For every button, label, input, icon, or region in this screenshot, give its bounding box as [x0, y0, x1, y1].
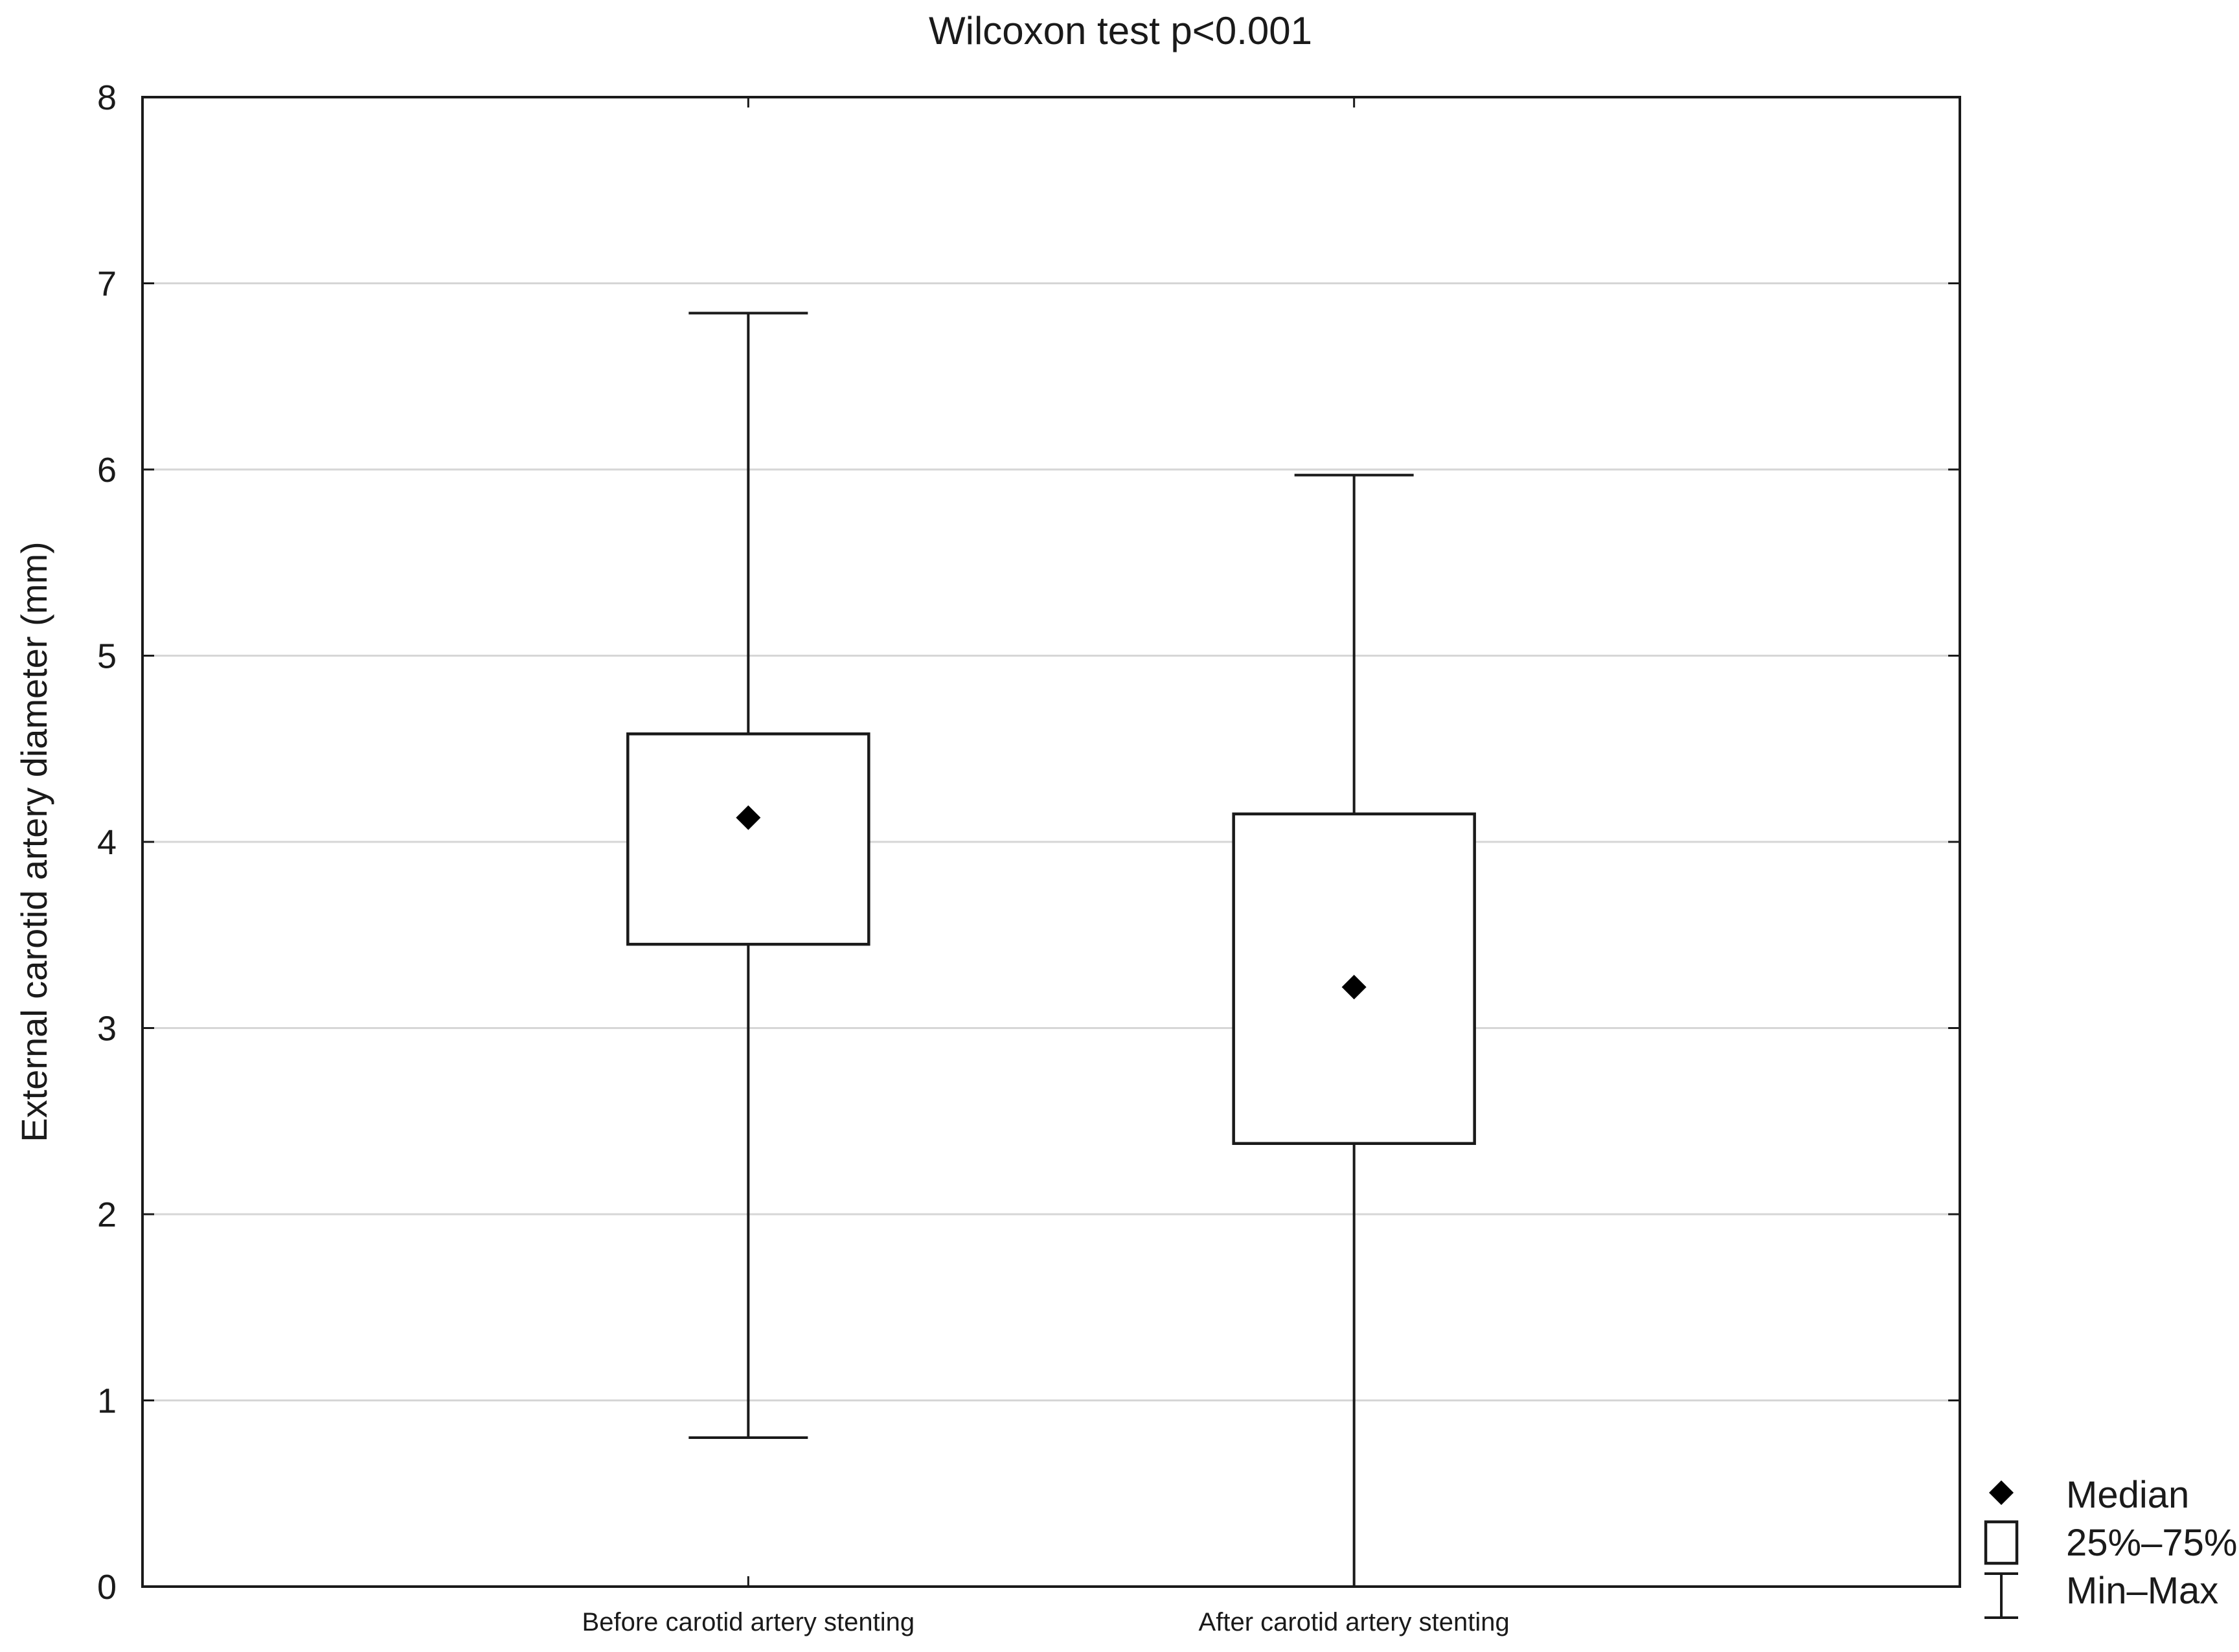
median-marker-1 — [736, 805, 761, 830]
y-tick-label-0: 0 — [97, 1568, 117, 1607]
median-marker-2 — [1341, 975, 1367, 1000]
y-tick-label-4: 4 — [97, 823, 117, 862]
y-axis: 0 1 2 3 4 5 6 7 8 — [97, 78, 1960, 1607]
legend-label-3: Min–Max — [2066, 1570, 2218, 1612]
chart-title: Wilcoxon test p<0.001 — [929, 9, 1312, 52]
boxes — [626, 732, 1476, 1145]
y-axis-label: External carotid artery diameter (mm) — [14, 541, 54, 1142]
y-tick-label-2: 2 — [97, 1195, 117, 1234]
x-tick-label-2: After carotid artery stenting — [1199, 1608, 1510, 1636]
legend-label-2: 25%–75% — [2066, 1522, 2237, 1564]
x-axis: Before carotid artery stenting After caro… — [582, 97, 1510, 1636]
y-tick-label-7: 7 — [97, 265, 117, 304]
x-tick-label-1: Before carotid artery stenting — [582, 1608, 915, 1636]
legend-median-symbol — [1989, 1480, 2014, 1505]
y-tick-label-1: 1 — [97, 1382, 117, 1421]
gridlines — [142, 282, 1960, 1401]
y-tick-label-3: 3 — [97, 1010, 117, 1048]
y-tick-label-6: 6 — [97, 451, 117, 490]
y-tick-label-8: 8 — [97, 78, 117, 117]
legend-label-1: Median — [2066, 1474, 2189, 1516]
legend: Median 25%–75% Min–Max — [1984, 1474, 2237, 1619]
iqr-box-1 — [626, 732, 870, 946]
y-tick-label-5: 5 — [97, 637, 117, 676]
legend-box-symbol — [1984, 1520, 2019, 1565]
